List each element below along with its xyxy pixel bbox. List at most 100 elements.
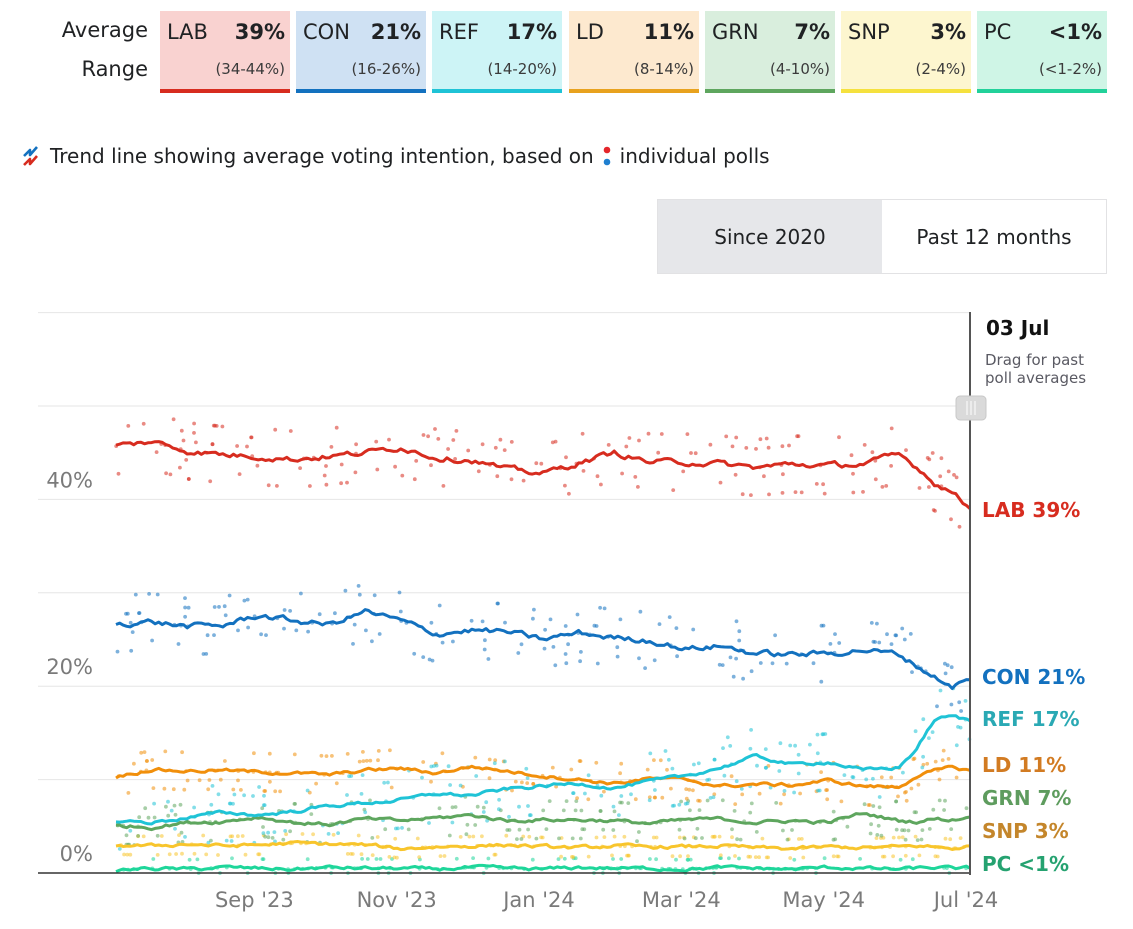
poll-dot	[387, 855, 392, 859]
poll-dot	[916, 782, 921, 787]
poll-dot	[352, 622, 357, 627]
poll-dot	[594, 760, 599, 765]
poll-dot	[159, 834, 164, 838]
poll-dot	[562, 856, 567, 861]
poll-dot	[937, 798, 942, 803]
poll-dot	[657, 622, 662, 626]
poll-dot	[437, 603, 442, 608]
poll-dot	[314, 781, 318, 786]
poll-dot	[749, 801, 754, 806]
poll-dot	[517, 827, 522, 832]
slider-handle[interactable]	[955, 395, 987, 421]
poll-dot	[243, 852, 248, 857]
poll-dot	[563, 652, 568, 656]
poll-dot	[815, 751, 820, 756]
poll-dot	[197, 778, 202, 783]
poll-dot	[758, 437, 763, 442]
poll-dot	[720, 663, 725, 667]
poll-dot	[155, 833, 160, 838]
poll-dot	[137, 611, 142, 615]
poll-dot	[441, 484, 446, 488]
poll-dot	[212, 605, 217, 609]
poll-dot	[921, 754, 925, 759]
poll-dot	[722, 773, 727, 778]
poll-dot	[599, 482, 603, 487]
poll-dot	[740, 792, 745, 797]
poll-dot	[273, 839, 277, 844]
poll-dot	[375, 467, 380, 472]
x-tick-label: Nov '23	[357, 888, 437, 912]
poll-dot	[894, 799, 898, 804]
end-label-ld: LD 11%	[982, 753, 1066, 777]
poll-dot	[767, 492, 771, 497]
poll-dot	[278, 789, 282, 794]
poll-dot	[679, 799, 683, 804]
poll-dot	[894, 827, 899, 832]
poll-dot	[688, 808, 692, 813]
poll-dot	[383, 827, 388, 832]
toggle-past-12-months[interactable]: Past 12 months	[882, 200, 1106, 273]
poll-dot	[293, 802, 297, 806]
poll-dot	[152, 815, 157, 820]
poll-dot	[781, 472, 785, 477]
poll-dot	[682, 836, 687, 841]
poll-dot	[480, 442, 485, 447]
poll-dot	[686, 854, 690, 858]
poll-dot	[739, 787, 744, 791]
toggle-since-2020[interactable]: Since 2020	[658, 200, 882, 273]
poll-dot	[721, 746, 725, 750]
trend-line-pc	[115, 863, 971, 873]
poll-dot	[395, 855, 399, 860]
poll-dot	[737, 638, 742, 643]
party-average: 39%	[234, 20, 285, 44]
poll-dot	[677, 827, 682, 832]
poll-dot	[388, 748, 392, 753]
poll-dot	[942, 808, 946, 812]
poll-dot	[519, 837, 524, 841]
poll-dot	[748, 746, 753, 751]
poll-dot	[956, 725, 960, 729]
poll-dot	[785, 837, 790, 842]
poll-dot	[516, 651, 521, 655]
poll-dot	[139, 750, 144, 755]
poll-dot	[619, 794, 624, 798]
poll-dot	[415, 836, 420, 841]
poll-dot	[447, 833, 452, 838]
poll-dot	[579, 808, 584, 813]
poll-dot	[559, 854, 563, 859]
poll-dot	[903, 837, 908, 842]
x-axis-labels: Sep '23 Nov '23 Jan '24 Mar '24 May '24 Jul '…	[215, 888, 998, 912]
poll-dot	[943, 798, 947, 803]
poll-dot	[870, 450, 875, 455]
poll-dot	[708, 796, 713, 800]
poll-dot	[583, 791, 587, 796]
poll-dot	[904, 798, 909, 803]
poll-dot	[792, 790, 796, 795]
poll-dot	[889, 642, 894, 646]
poll-dot	[368, 798, 372, 803]
poll-dot	[502, 448, 507, 452]
poll-dot	[693, 836, 698, 841]
poll-dot	[557, 836, 561, 841]
poll-dot	[497, 797, 501, 802]
poll-dot	[503, 759, 507, 764]
poll-dot	[201, 833, 206, 838]
poll-dot	[943, 836, 948, 841]
poll-dot	[653, 795, 657, 800]
poll-dot	[205, 633, 210, 638]
poll-dot	[324, 482, 329, 487]
poll-dot	[627, 436, 632, 440]
poll-dot	[216, 853, 220, 857]
poll-dot	[792, 857, 797, 862]
poll-dot	[236, 778, 240, 783]
poll-dot	[231, 787, 236, 792]
poll-dot	[182, 787, 187, 792]
poll-dot	[646, 431, 651, 436]
poll-dot	[339, 481, 343, 486]
end-label-con: CON 21%	[982, 665, 1085, 689]
poll-dot	[393, 464, 397, 469]
poll-dot	[458, 783, 463, 788]
poll-dot	[691, 627, 696, 632]
party-box-grn: GRN 7% (4-10%)	[705, 11, 835, 93]
poll-dot	[117, 847, 122, 851]
